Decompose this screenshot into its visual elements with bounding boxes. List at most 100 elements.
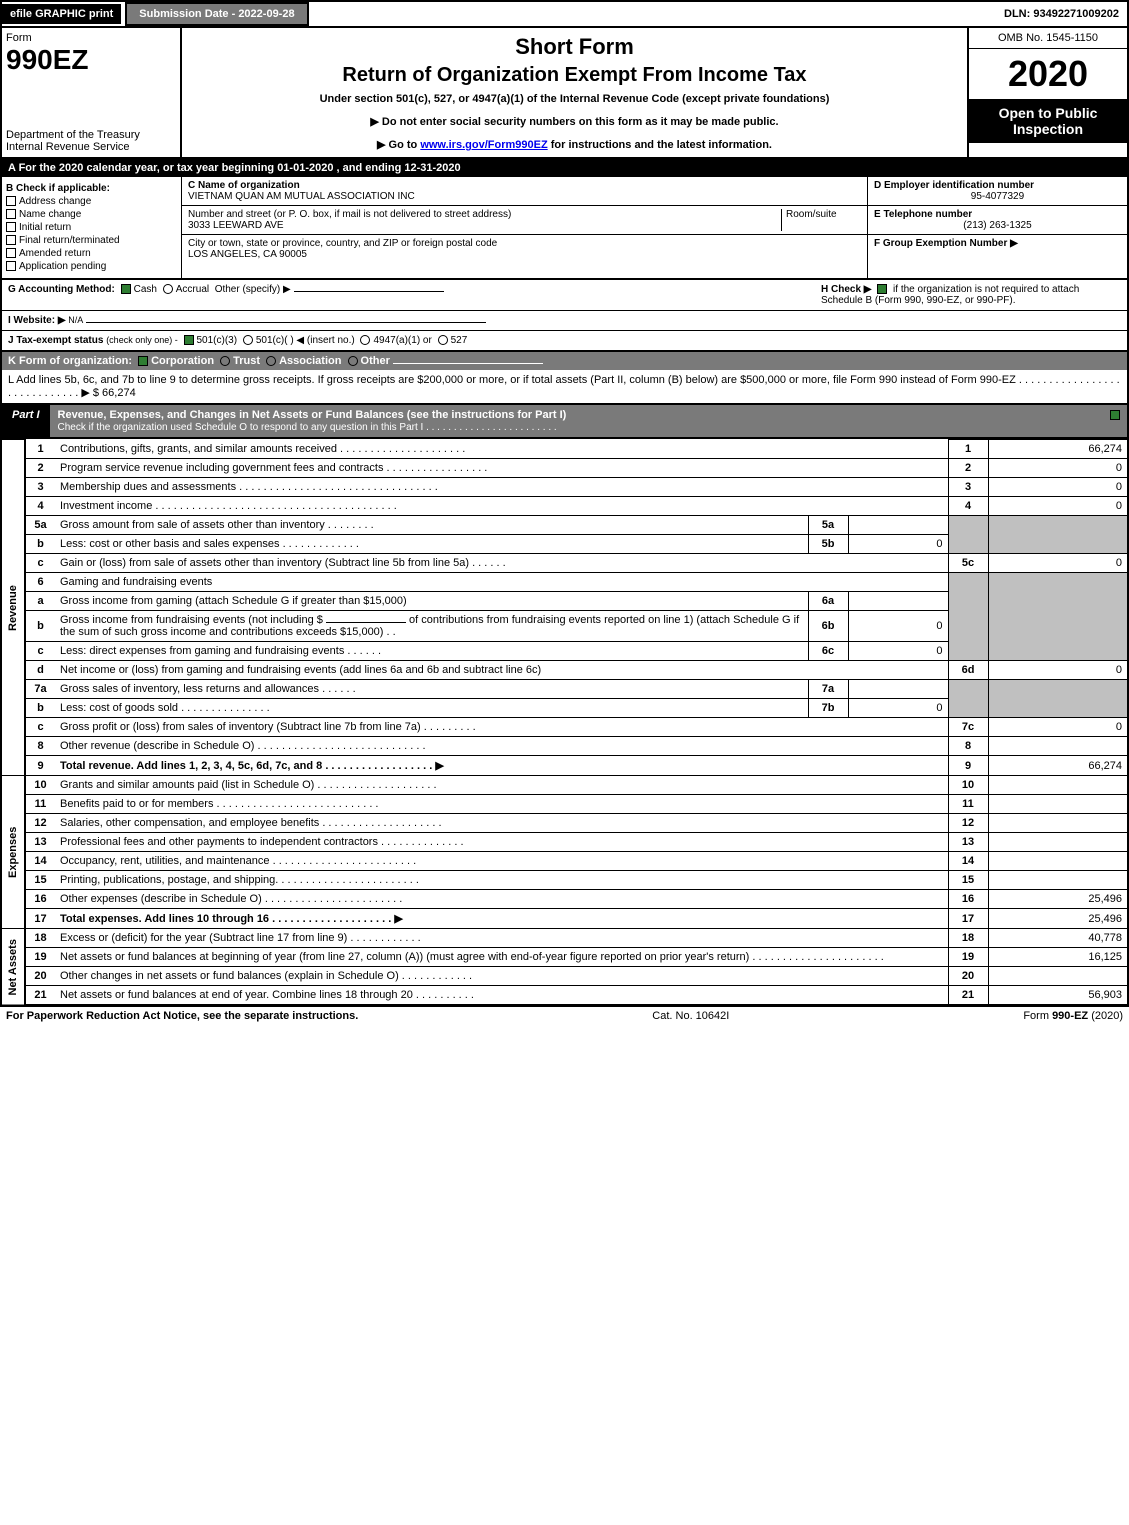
info-section: B Check if applicable: Address change Na… [0, 177, 1129, 280]
chk-corporation[interactable] [138, 356, 148, 366]
instr2-pre: ▶ Go to [377, 139, 420, 151]
header-left: Form 990EZ Department of the Treasury In… [2, 28, 182, 157]
period-row: A For the 2020 calendar year, or tax yea… [0, 159, 1129, 177]
other-org-line [393, 363, 543, 364]
chk-association[interactable] [266, 356, 276, 366]
section-b: B Check if applicable: Address change Na… [2, 177, 182, 278]
website-value: N/A [68, 315, 83, 325]
lbl-amended: Amended return [19, 248, 91, 259]
lbl-association: Association [279, 355, 341, 367]
chk-final-return[interactable] [6, 235, 16, 245]
j-label: J Tax-exempt status [8, 335, 103, 346]
title-desc: Under section 501(c), 527, or 4947(a)(1)… [188, 93, 961, 105]
chk-schedule-b[interactable] [877, 284, 887, 294]
chk-amended[interactable] [6, 248, 16, 258]
lbl-cash: Cash [134, 284, 157, 295]
lbl-app-pending: Application pending [19, 261, 106, 272]
part1-table: Revenue 1 Contributions, gifts, grants, … [0, 439, 1129, 1006]
ein-value: 95-4077329 [874, 191, 1121, 202]
line-6d: d Net income or (loss) from gaming and f… [1, 661, 1128, 680]
footer-right-form: 990-EZ [1052, 1010, 1088, 1022]
chk-address-change[interactable] [6, 196, 16, 206]
efile-label: efile GRAPHIC print [2, 4, 121, 24]
footer-left: For Paperwork Reduction Act Notice, see … [6, 1010, 358, 1022]
irs-link[interactable]: www.irs.gov/Form990EZ [420, 139, 547, 151]
other-specify-line [294, 291, 444, 292]
line-16: 16 Other expenses (describe in Schedule … [1, 890, 1128, 909]
line-4: 4 Investment income . . . . . . . . . . … [1, 497, 1128, 516]
open-inspection: Open to Public Inspection [969, 99, 1127, 143]
netassets-sidebar: Net Assets [1, 929, 25, 1006]
chk-name-change[interactable] [6, 209, 16, 219]
line-11: 11 Benefits paid to or for members . . .… [1, 795, 1128, 814]
part1-header: Part I Revenue, Expenses, and Changes in… [0, 405, 1129, 439]
part1-title-text: Revenue, Expenses, and Changes in Net As… [58, 409, 567, 421]
org-address: 3033 LEEWARD AVE [188, 220, 781, 231]
section-h: H Check ▶ if the organization is not req… [821, 284, 1121, 306]
chk-527[interactable] [438, 335, 448, 345]
c-name-label: C Name of organization [188, 180, 300, 191]
submission-date: Submission Date - 2022-09-28 [125, 2, 308, 26]
line-12: 12 Salaries, other compensation, and emp… [1, 814, 1128, 833]
header-center: Short Form Return of Organization Exempt… [182, 28, 967, 157]
lbl-address-change: Address change [19, 196, 91, 207]
footer: For Paperwork Reduction Act Notice, see … [0, 1006, 1129, 1025]
ein-label: D Employer identification number [874, 180, 1034, 191]
b-header: B Check if applicable: [6, 183, 110, 194]
form-label: Form [6, 32, 176, 44]
dln-label: DLN: 93492271009202 [996, 4, 1127, 24]
chk-501c[interactable] [243, 335, 253, 345]
chk-other-org[interactable] [348, 356, 358, 366]
chk-trust[interactable] [220, 356, 230, 366]
line-10: Expenses 10 Grants and similar amounts p… [1, 776, 1128, 795]
k-label: K Form of organization: [8, 355, 132, 367]
h-label: H Check ▶ [821, 284, 871, 295]
line-21: 21 Net assets or fund balances at end of… [1, 986, 1128, 1006]
website-line [86, 322, 486, 323]
top-bar-left: efile GRAPHIC print Submission Date - 20… [2, 2, 309, 26]
l17-desc: Total expenses. Add lines 10 through 16 … [60, 913, 403, 925]
lbl-501c: 501(c)( ) ◀ (insert no.) [256, 335, 355, 346]
chk-accrual[interactable] [163, 284, 173, 294]
line-6: 6 Gaming and fundraising events [1, 573, 1128, 592]
instruction-2: ▶ Go to www.irs.gov/Form990EZ for instru… [188, 138, 961, 151]
form-number: 990EZ [6, 44, 176, 76]
instr2-post: for instructions and the latest informat… [548, 139, 772, 151]
line-1: Revenue 1 Contributions, gifts, grants, … [1, 440, 1128, 459]
instruction-1: ▶ Do not enter social security numbers o… [188, 115, 961, 128]
section-j: J Tax-exempt status (check only one) - 5… [8, 335, 1121, 346]
city-label: City or town, state or province, country… [188, 238, 861, 249]
org-city: LOS ANGELES, CA 90005 [188, 249, 861, 260]
footer-right: Form 990-EZ (2020) [1023, 1010, 1123, 1022]
lbl-527: 527 [451, 335, 468, 346]
dept-treasury: Department of the Treasury [6, 129, 176, 141]
line-7c: c Gross profit or (loss) from sales of i… [1, 718, 1128, 737]
line-8: 8 Other revenue (describe in Schedule O)… [1, 737, 1128, 756]
part1-check-text: Check if the organization used Schedule … [58, 422, 557, 433]
part1-title: Revenue, Expenses, and Changes in Net As… [50, 405, 1103, 437]
section-c: C Name of organization VIETNAM QUAN AM M… [182, 177, 867, 278]
chk-app-pending[interactable] [6, 261, 16, 271]
room-suite-label: Room/suite [781, 209, 861, 231]
line-9: 9 Total revenue. Add lines 1, 2, 3, 4, 5… [1, 756, 1128, 776]
line-5c: c Gain or (loss) from sale of assets oth… [1, 554, 1128, 573]
chk-cash[interactable] [121, 284, 131, 294]
chk-501c3[interactable] [184, 335, 194, 345]
part1-label: Part I [2, 405, 50, 437]
revenue-sidebar: Revenue [1, 440, 25, 776]
lbl-4947: 4947(a)(1) or [373, 335, 431, 346]
footer-right-pre: Form [1023, 1010, 1052, 1022]
title-main: Short Form [188, 34, 961, 60]
lbl-corporation: Corporation [151, 355, 214, 367]
chk-4947[interactable] [360, 335, 370, 345]
chk-initial-return[interactable] [6, 222, 16, 232]
l6b-blank [326, 622, 406, 623]
chk-schedule-o[interactable] [1110, 410, 1120, 420]
phone-value: (213) 263-1325 [874, 220, 1121, 231]
tax-year: 2020 [969, 49, 1127, 99]
lbl-final-return: Final return/terminated [19, 235, 120, 246]
line-3: 3 Membership dues and assessments . . . … [1, 478, 1128, 497]
addr-label: Number and street (or P. O. box, if mail… [188, 209, 781, 220]
footer-right-post: (2020) [1088, 1010, 1123, 1022]
header-right: OMB No. 1545-1150 2020 Open to Public In… [967, 28, 1127, 157]
